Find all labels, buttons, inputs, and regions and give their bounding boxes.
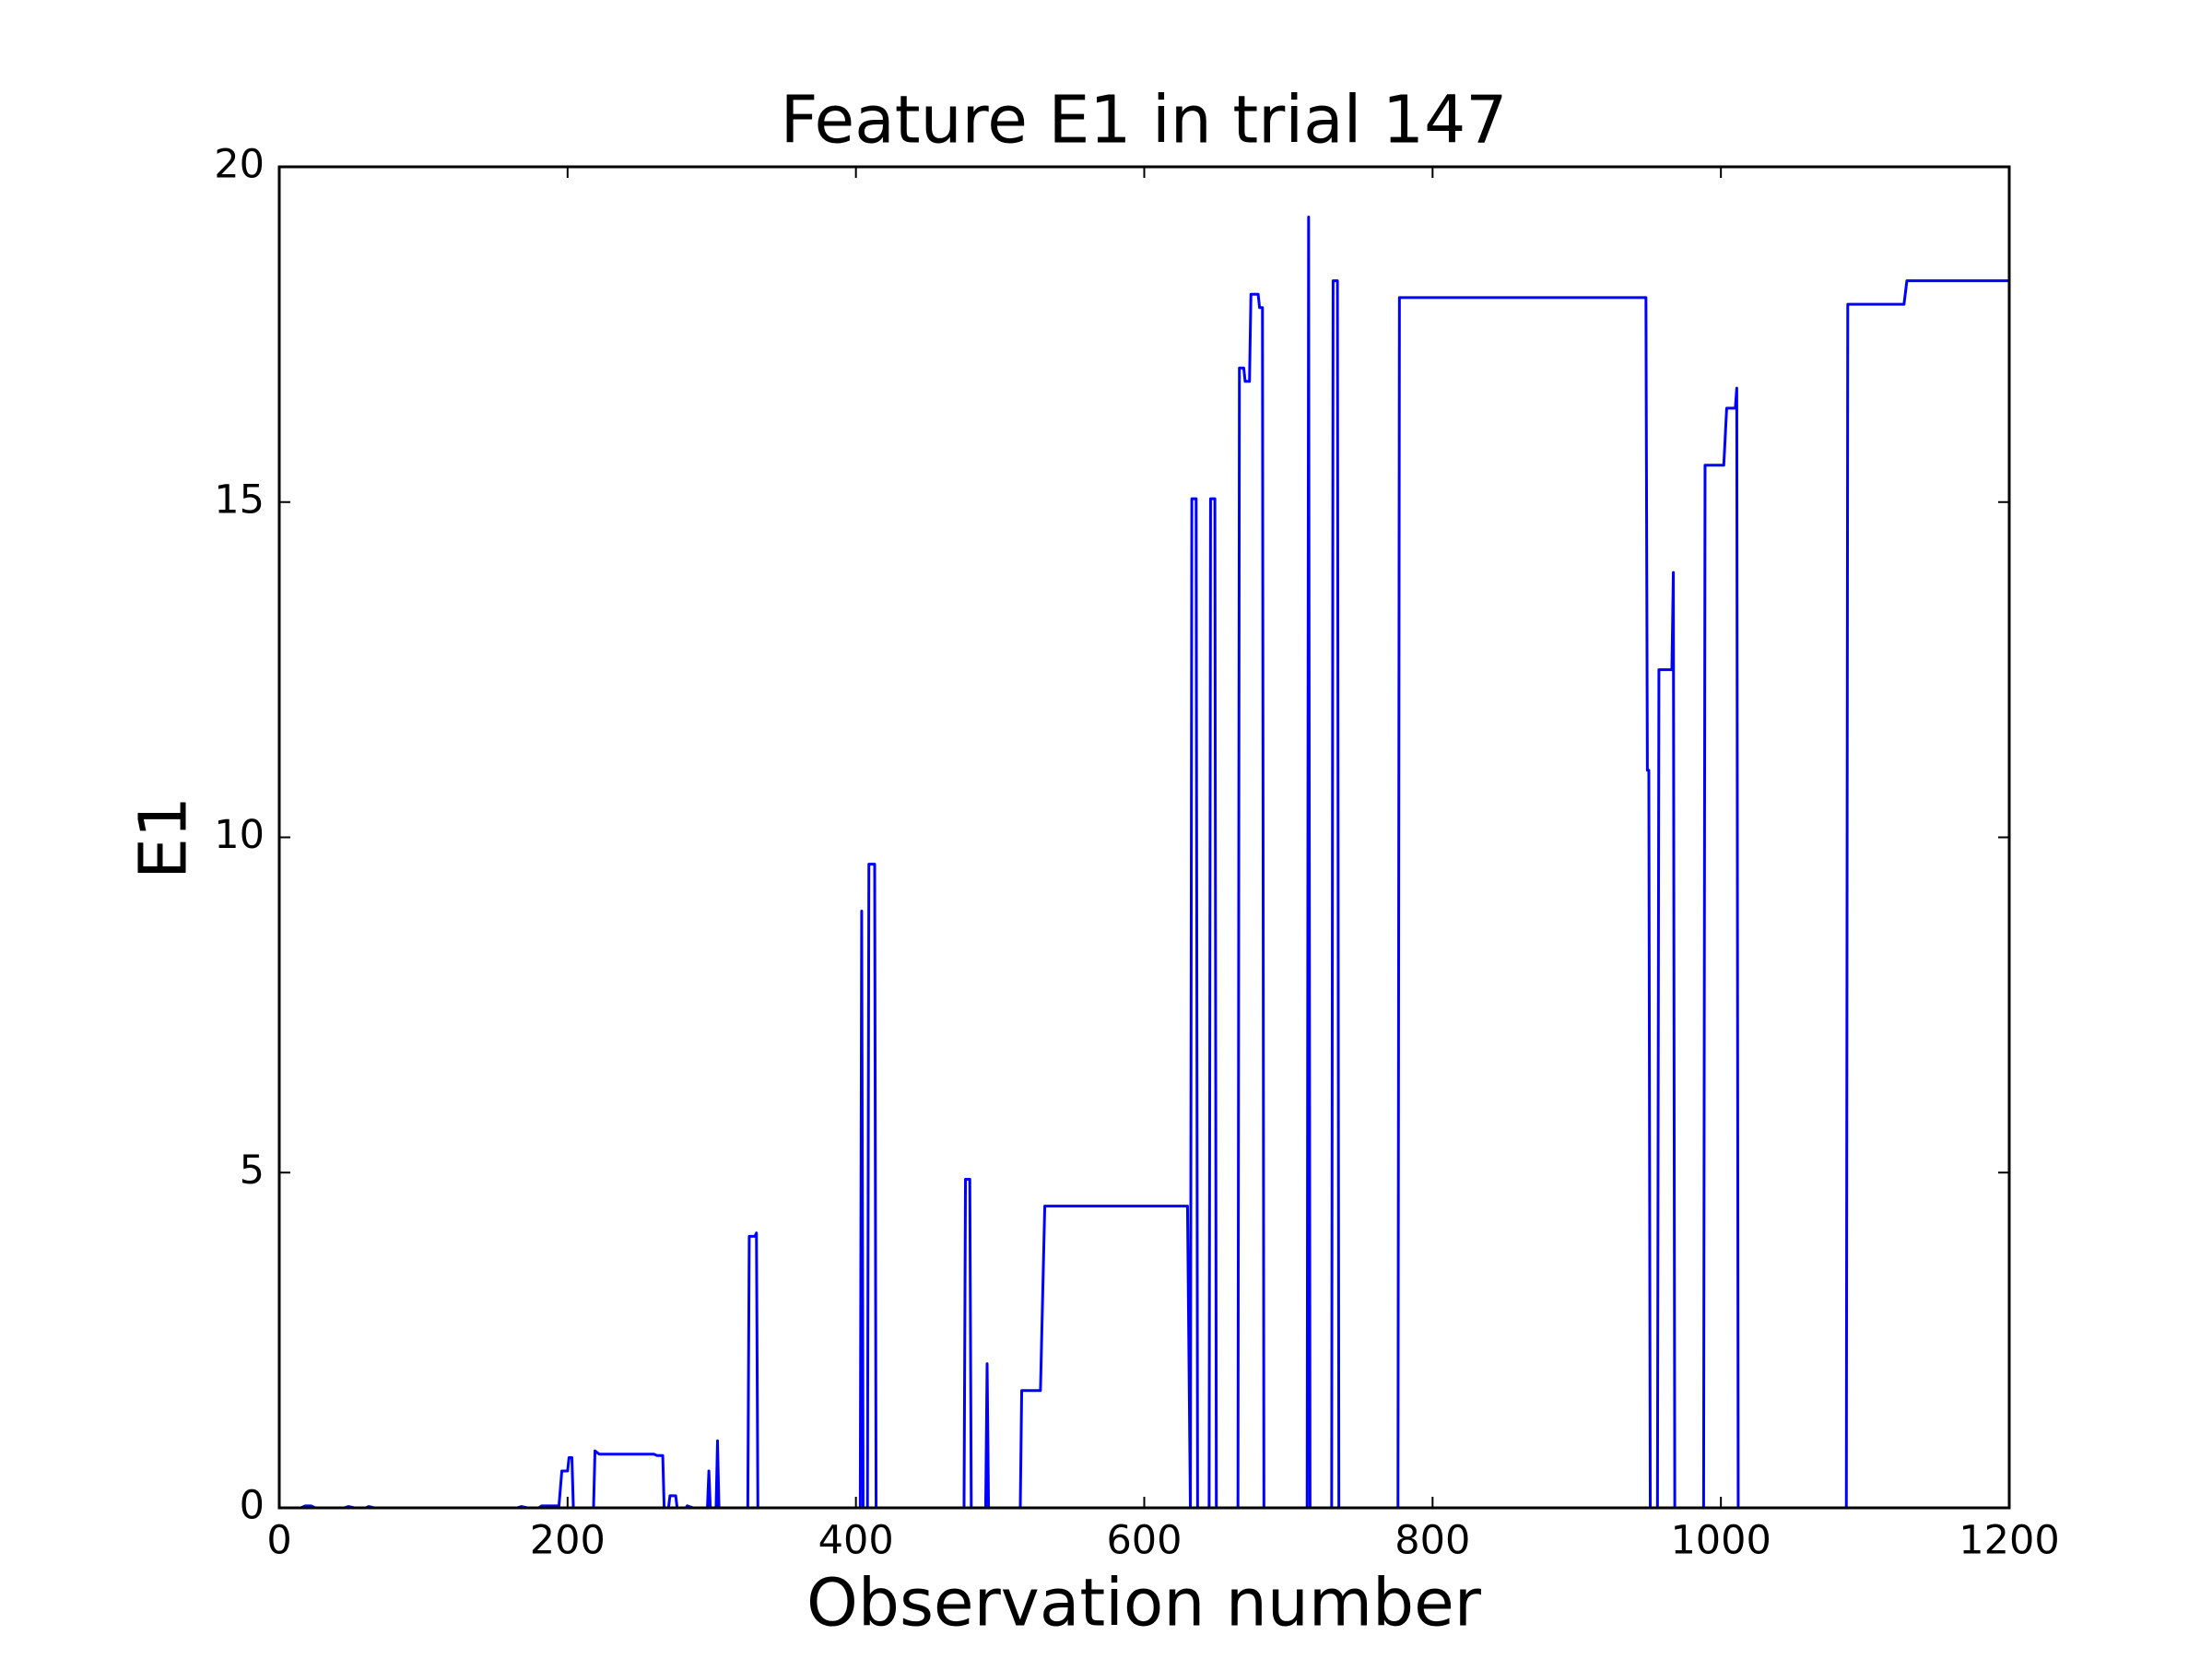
x-tick-label: 200: [530, 1518, 606, 1564]
x-tick-label: 1000: [1670, 1518, 1771, 1564]
data-line: [279, 216, 2009, 1510]
x-tick-label: 0: [266, 1518, 291, 1564]
y-axis-label: E1: [125, 796, 202, 879]
x-tick-label: 1200: [1959, 1518, 2059, 1564]
x-tick-label: 400: [818, 1518, 894, 1564]
x-tick-label: 800: [1394, 1518, 1470, 1564]
x-tick-label: 600: [1106, 1518, 1182, 1564]
plot-frame: [277, 165, 2011, 1510]
y-tick-label: 15: [214, 477, 265, 523]
y-tick-label: 10: [214, 812, 265, 858]
y-tick-label: 20: [214, 142, 265, 188]
y-tick-label: 5: [240, 1147, 265, 1194]
x-axis-label: Observation number: [806, 1565, 1482, 1641]
chart-title: Feature E1 in trial 147: [781, 82, 1508, 159]
y-tick-label: 0: [240, 1483, 265, 1529]
